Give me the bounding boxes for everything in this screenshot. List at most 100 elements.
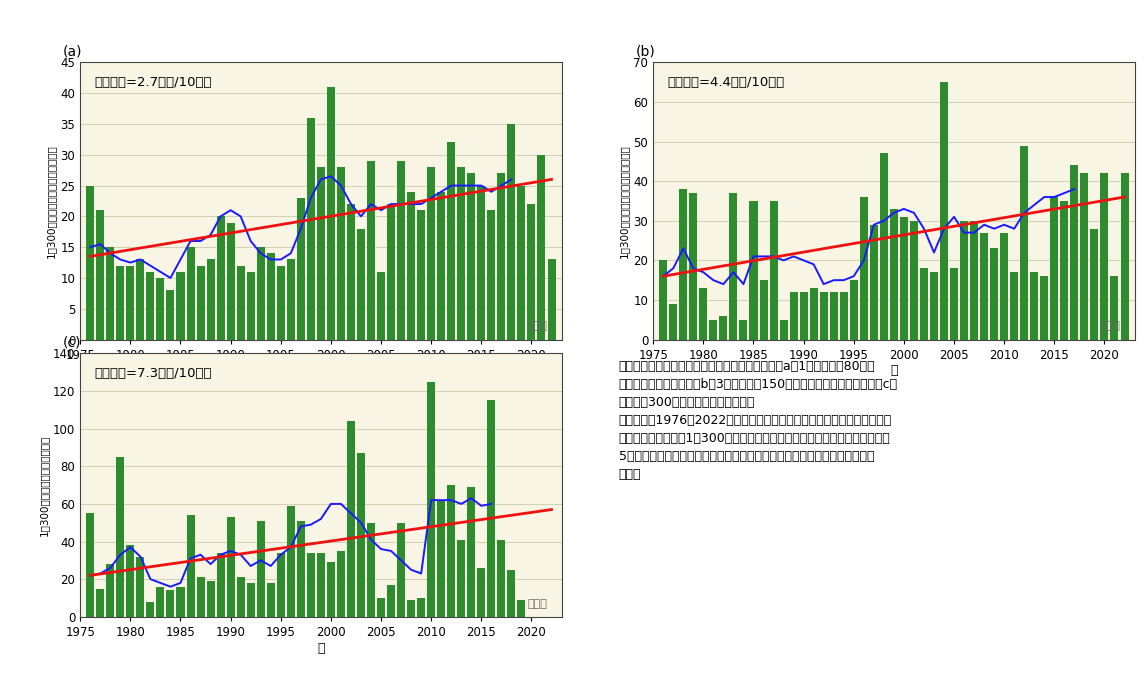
Bar (487, 401, 495, 617)
Bar (397, 161, 405, 340)
Bar (147, 602, 155, 617)
Bar (307, 118, 315, 340)
Bar (1121, 173, 1129, 340)
Bar (327, 562, 335, 617)
Bar (217, 216, 225, 340)
Bar (237, 265, 245, 340)
Bar (257, 247, 265, 340)
Bar (659, 261, 667, 340)
Bar (1041, 277, 1049, 340)
Bar (970, 221, 979, 340)
Bar (407, 192, 415, 340)
Bar (206, 259, 214, 340)
Bar (277, 265, 284, 340)
Bar (367, 523, 375, 617)
Bar (117, 457, 125, 617)
Bar (286, 506, 295, 617)
Bar (990, 249, 998, 340)
Bar (187, 515, 195, 617)
Bar (176, 587, 185, 617)
Bar (840, 292, 848, 340)
Bar (377, 272, 385, 340)
Bar (860, 197, 868, 340)
Bar (197, 265, 204, 340)
Bar (830, 292, 838, 340)
Bar (96, 210, 104, 340)
Bar (427, 382, 435, 617)
Bar (760, 280, 768, 340)
Bar (527, 204, 535, 340)
Bar (277, 553, 284, 617)
Bar (316, 553, 325, 617)
Bar (136, 259, 144, 340)
Bar (86, 514, 94, 617)
Bar (900, 217, 908, 340)
Bar (217, 553, 225, 617)
Bar (387, 204, 395, 340)
Text: (b): (b) (636, 45, 656, 59)
Bar (417, 598, 425, 617)
Text: 全国のアメダスで見た大雨発生頻度の経年変化（a）1時間降水量80ミリ
以上の年間発生回数、（b）3時間降水量150ミリ以上の年間発生回数、（c）
日降水量300: 全国のアメダスで見た大雨発生頻度の経年変化（a）1時間降水量80ミリ 以上の年間… (619, 360, 898, 480)
Bar (417, 210, 425, 340)
Text: トレンド=7.3（日/10年）: トレンド=7.3（日/10年） (95, 367, 212, 380)
Bar (316, 167, 325, 340)
Bar (227, 222, 235, 340)
Bar (1070, 166, 1078, 340)
Bar (1000, 233, 1008, 340)
Bar (870, 225, 878, 340)
Bar (206, 581, 214, 617)
Bar (709, 319, 717, 340)
X-axis label: 年: 年 (317, 642, 324, 655)
Bar (1090, 229, 1098, 340)
Bar (1060, 201, 1068, 340)
Bar (156, 278, 165, 340)
Bar (790, 292, 798, 340)
Bar (809, 288, 817, 340)
Bar (227, 517, 235, 617)
Bar (337, 551, 345, 617)
Bar (437, 500, 445, 617)
Bar (126, 265, 134, 340)
Bar (819, 292, 827, 340)
Bar (508, 570, 516, 617)
Bar (176, 272, 185, 340)
Bar (447, 485, 455, 617)
Bar (457, 167, 465, 340)
Bar (1011, 272, 1018, 340)
Bar (147, 272, 155, 340)
Bar (246, 272, 254, 340)
Bar (739, 319, 747, 340)
Bar (187, 247, 195, 340)
Bar (347, 204, 355, 340)
Bar (437, 192, 445, 340)
Bar (910, 221, 918, 340)
Bar (377, 598, 385, 617)
Bar (347, 421, 355, 617)
Bar (1020, 146, 1028, 340)
Bar (267, 254, 275, 340)
Bar (487, 210, 495, 340)
Bar (1110, 277, 1118, 340)
Bar (358, 229, 364, 340)
Bar (337, 167, 345, 340)
Bar (850, 280, 857, 340)
Bar (497, 540, 505, 617)
Bar (940, 82, 948, 340)
Bar (689, 193, 697, 340)
Bar (407, 600, 415, 617)
Bar (497, 173, 505, 340)
Y-axis label: 1，300地点あたりの発生回数（回）: 1，300地点あたりの発生回数（回） (46, 144, 56, 258)
Bar (880, 153, 888, 340)
X-axis label: 年: 年 (317, 365, 324, 378)
Bar (1050, 197, 1059, 340)
Bar (367, 161, 375, 340)
Bar (980, 233, 988, 340)
Bar (931, 272, 937, 340)
Bar (800, 292, 808, 340)
Text: (c): (c) (63, 336, 81, 350)
Bar (286, 259, 295, 340)
Text: 気象庁: 気象庁 (1100, 322, 1120, 331)
Bar (297, 521, 305, 617)
Bar (246, 583, 254, 617)
X-axis label: 年: 年 (890, 365, 897, 378)
